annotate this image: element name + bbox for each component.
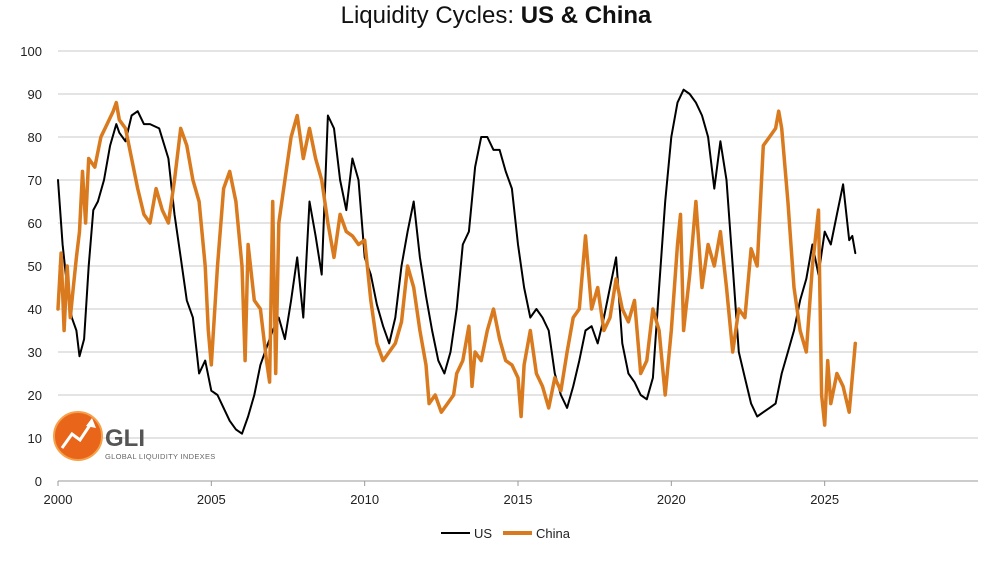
y-tick-label: 60 bbox=[28, 216, 42, 231]
y-axis-ticks: 0 10 20 30 40 50 60 70 80 90 100 bbox=[20, 44, 42, 489]
x-tick-label: 2005 bbox=[197, 492, 226, 507]
y-tick-label: 0 bbox=[35, 474, 42, 489]
series-line-us bbox=[57, 88, 857, 435]
gli-logo-brand: GLI bbox=[105, 425, 145, 452]
chart-title-prefix: Liquidity Cycles: bbox=[340, 2, 521, 29]
series-layer bbox=[56, 88, 858, 435]
gli-logo-subtitle: GLOBAL LIQUIDITY INDEXES bbox=[105, 452, 216, 461]
x-tick-label: 2000 bbox=[44, 492, 73, 507]
y-tick-label: 10 bbox=[28, 431, 42, 446]
y-tick-label: 80 bbox=[28, 130, 42, 145]
series-line-china bbox=[56, 100, 858, 427]
x-tick-label: 2020 bbox=[657, 492, 686, 507]
x-tick-label: 2015 bbox=[504, 492, 533, 507]
legend-label-us: US bbox=[474, 526, 492, 541]
y-tick-label: 90 bbox=[28, 87, 42, 102]
y-tick-label: 20 bbox=[28, 388, 42, 403]
gli-logo: GLI GLOBAL LIQUIDITY INDEXES bbox=[53, 411, 216, 461]
x-tick-label: 2010 bbox=[350, 492, 379, 507]
gridlines bbox=[58, 50, 978, 482]
y-tick-label: 30 bbox=[28, 345, 42, 360]
legend: US China bbox=[441, 526, 571, 541]
y-tick-label: 40 bbox=[28, 302, 42, 317]
y-tick-label: 50 bbox=[28, 259, 42, 274]
y-tick-label: 100 bbox=[20, 44, 42, 59]
chart-title: Liquidity Cycles: US & China bbox=[0, 2, 992, 30]
y-tick-label: 70 bbox=[28, 173, 42, 188]
legend-label-china: China bbox=[536, 526, 571, 541]
chart-title-bold: US & China bbox=[520, 2, 652, 29]
x-axis-ticks: 2000 2005 2010 2015 2020 2025 bbox=[44, 481, 839, 507]
x-tick-label: 2025 bbox=[810, 492, 839, 507]
